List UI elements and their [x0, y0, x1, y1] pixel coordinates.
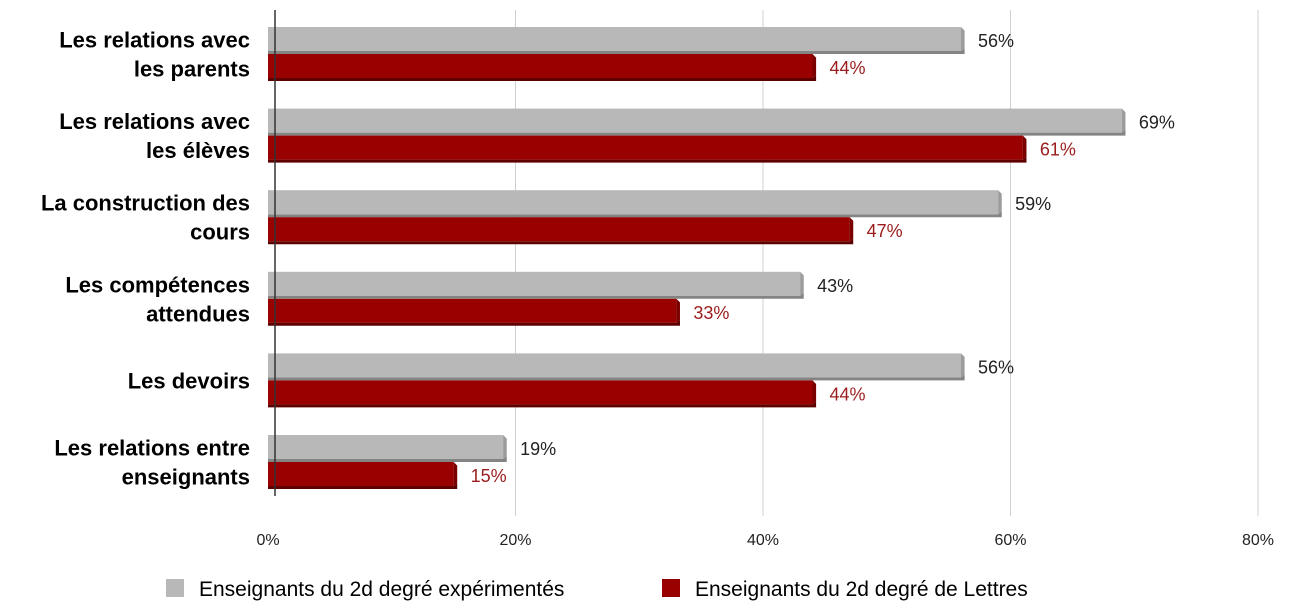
data-label: 56% [978, 357, 1014, 377]
x-tick-label: 60% [994, 532, 1026, 549]
bar [268, 353, 961, 378]
legend-label: Enseignants du 2d degré expérimentés [199, 578, 564, 601]
labels: 56% 44% Les relations avec les parents 69% 61… [41, 28, 1175, 490]
bar-side [961, 353, 965, 378]
bar [268, 190, 999, 215]
category-label: les élèves [146, 138, 250, 163]
data-label: 47% [867, 221, 903, 241]
category-label: Les compétences [65, 272, 250, 297]
legend-label: Enseignants du 2d degré de Lettres [695, 578, 1028, 601]
data-label: 61% [1040, 140, 1076, 160]
bar-side [1121, 108, 1126, 133]
bar-side [849, 217, 854, 242]
bar [268, 135, 1023, 160]
category-label: Les relations avec [59, 109, 250, 134]
x-tick-label: 0% [256, 532, 279, 549]
bar-side [503, 435, 507, 459]
bar-side [998, 190, 1002, 215]
legend: Enseignants du 2d degré expérimentés Ense… [166, 578, 1028, 601]
bar-side [961, 27, 965, 51]
category-label: cours [190, 220, 250, 245]
category-label: attendues [146, 301, 250, 326]
data-label: 15% [471, 466, 507, 486]
bar [268, 217, 850, 242]
data-label: 44% [830, 384, 866, 404]
bar [268, 54, 813, 78]
data-label: 43% [817, 276, 853, 296]
bar-side [812, 54, 817, 78]
bar-side [800, 271, 804, 296]
category-label: les parents [134, 57, 250, 82]
data-label: 33% [693, 303, 729, 323]
category-label: La construction des [41, 191, 250, 216]
grid-lines [515, 10, 1259, 516]
x-tick-label: 20% [499, 532, 531, 549]
bar [268, 271, 801, 296]
category-label: Les devoirs [128, 368, 250, 393]
axes: 0% 20% 40% 60% 80% [256, 10, 1274, 549]
bar [268, 27, 961, 51]
bar [268, 108, 1122, 133]
data-label: 56% [978, 31, 1014, 51]
x-tick-label: 80% [1242, 532, 1274, 549]
data-label: 44% [830, 58, 866, 78]
data-label: 59% [1015, 194, 1051, 214]
data-label: 69% [1139, 113, 1175, 133]
x-tick-label: 40% [747, 532, 779, 549]
bar [268, 462, 454, 486]
bars [268, 27, 1126, 489]
category-label: Les relations entre [54, 436, 250, 461]
category-label: enseignants [122, 465, 250, 490]
bar-side [812, 380, 817, 405]
bar [268, 380, 813, 405]
category-label: Les relations avec [59, 28, 250, 53]
bar [268, 435, 504, 459]
bar [268, 298, 677, 323]
legend-swatch [166, 579, 184, 597]
legend-swatch [662, 579, 680, 597]
bar-side [1022, 135, 1027, 160]
data-label: 19% [520, 439, 556, 459]
bar-side [453, 462, 458, 486]
bar-side [676, 298, 680, 323]
